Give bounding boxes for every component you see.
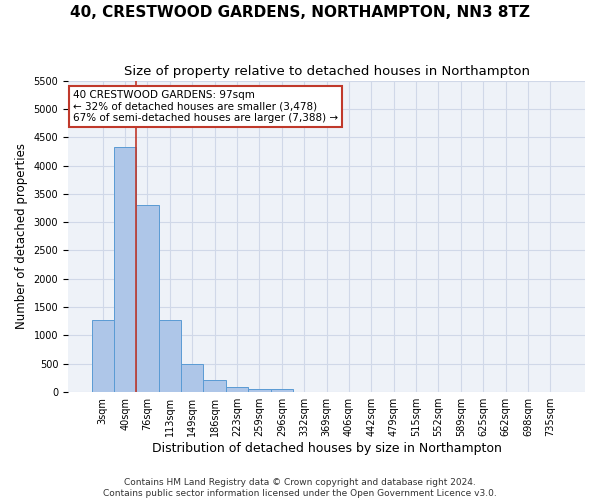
Bar xyxy=(92,320,114,392)
Text: 40, CRESTWOOD GARDENS, NORTHAMPTON, NN3 8TZ: 40, CRESTWOOD GARDENS, NORTHAMPTON, NN3 … xyxy=(70,5,530,20)
X-axis label: Distribution of detached houses by size in Northampton: Distribution of detached houses by size … xyxy=(152,442,502,455)
Bar xyxy=(203,380,226,392)
Bar xyxy=(114,147,136,392)
Bar xyxy=(226,388,248,392)
Bar xyxy=(271,389,293,392)
Bar xyxy=(248,388,271,392)
Text: 40 CRESTWOOD GARDENS: 97sqm
← 32% of detached houses are smaller (3,478)
67% of : 40 CRESTWOOD GARDENS: 97sqm ← 32% of det… xyxy=(73,90,338,123)
Bar xyxy=(158,320,181,392)
Text: Contains HM Land Registry data © Crown copyright and database right 2024.
Contai: Contains HM Land Registry data © Crown c… xyxy=(103,478,497,498)
Bar xyxy=(136,205,158,392)
Y-axis label: Number of detached properties: Number of detached properties xyxy=(15,144,28,330)
Bar xyxy=(181,364,203,392)
Title: Size of property relative to detached houses in Northampton: Size of property relative to detached ho… xyxy=(124,65,530,78)
